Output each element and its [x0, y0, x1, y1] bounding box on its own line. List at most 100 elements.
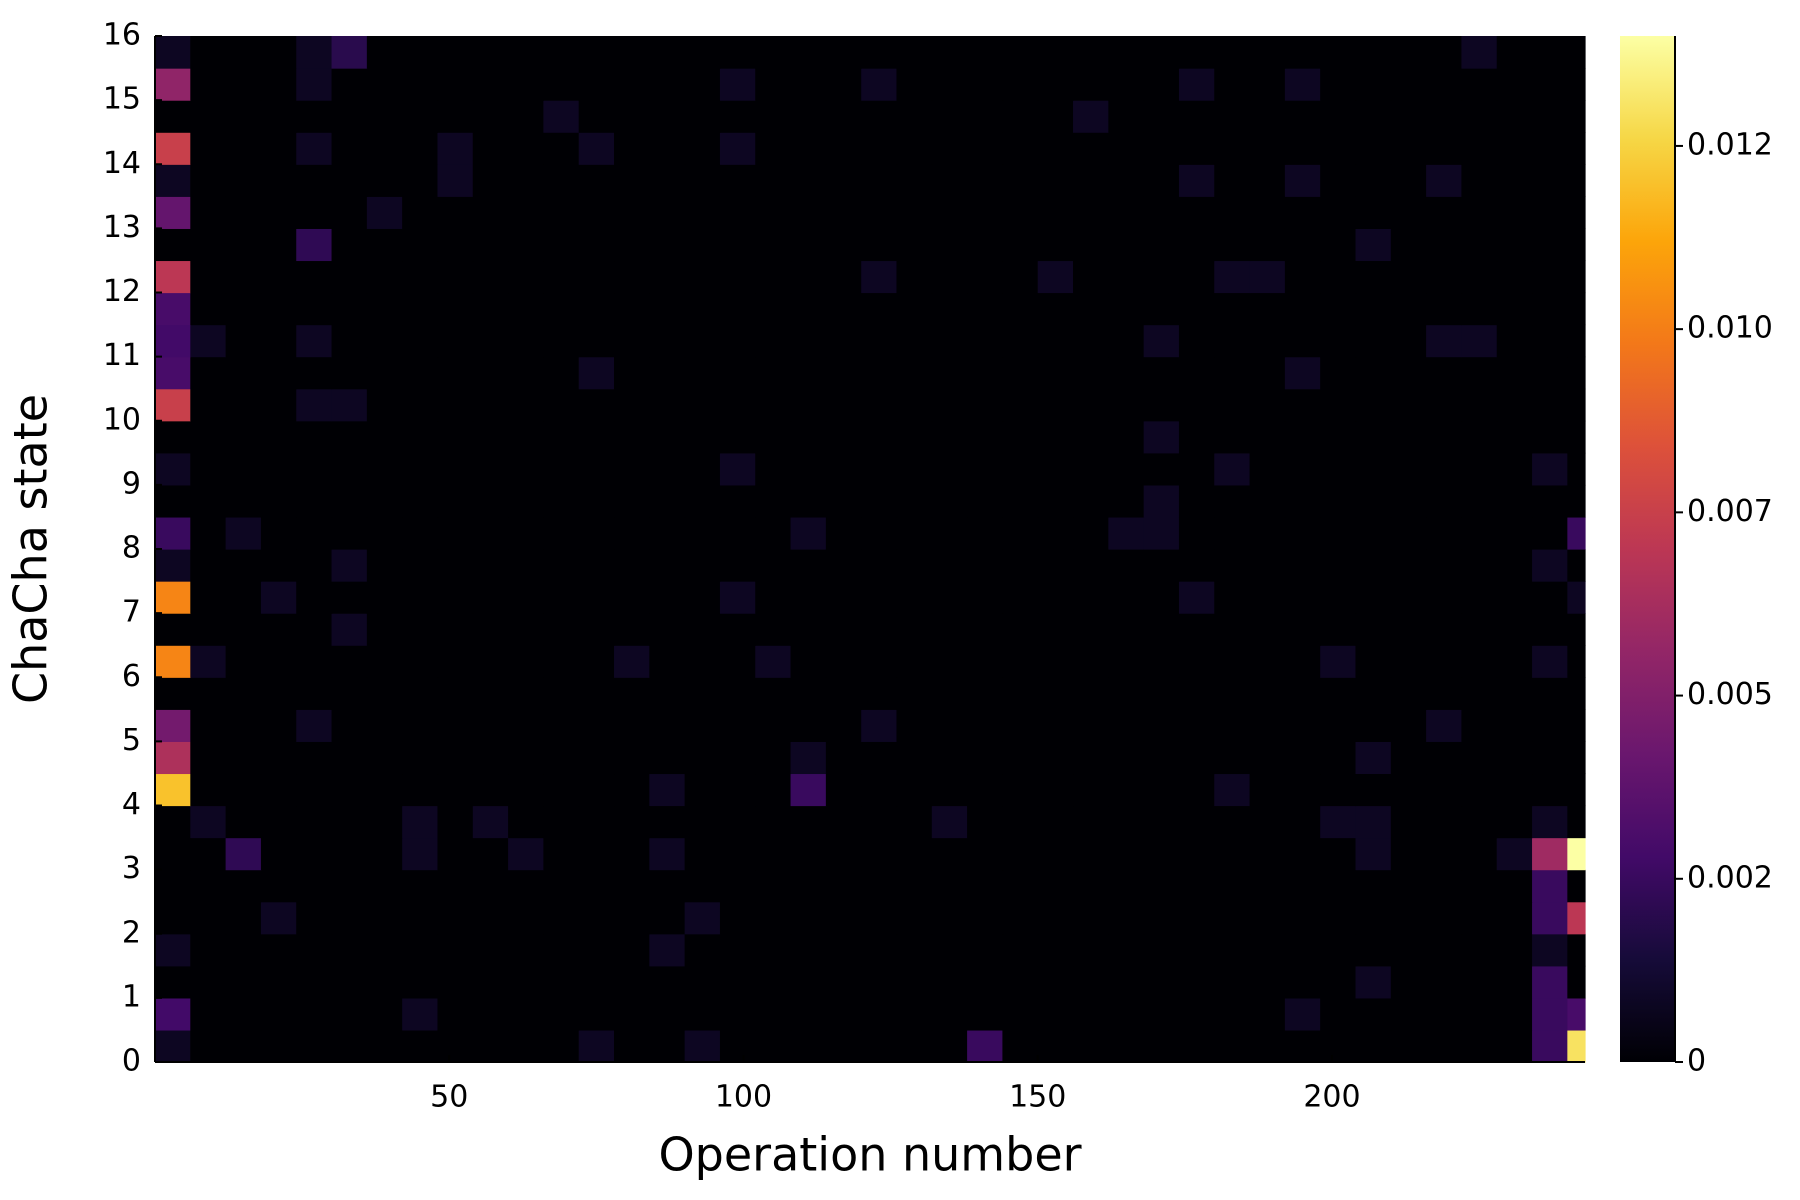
heatmap-cell	[649, 132, 686, 165]
y-tick-label: 7	[122, 595, 141, 630]
heatmap-cell	[1532, 773, 1568, 807]
heatmap-cell	[931, 324, 968, 358]
heatmap-cell	[260, 36, 297, 69]
heatmap-cell	[825, 677, 862, 710]
heatmap-cell	[1249, 1029, 1286, 1063]
heatmap-cell	[472, 452, 509, 486]
heatmap-cell	[331, 837, 368, 871]
heatmap-cell	[225, 933, 262, 967]
heatmap-cell	[1355, 933, 1392, 967]
heatmap-cell	[1143, 677, 1180, 710]
heatmap-cell	[1426, 997, 1463, 1031]
heatmap-cell	[543, 324, 580, 358]
heatmap-cell	[1532, 549, 1568, 582]
heatmap-cell	[472, 292, 509, 326]
heatmap-cell	[402, 837, 439, 871]
heatmap-cell	[1284, 484, 1321, 518]
heatmap-cell	[1567, 260, 1586, 294]
heatmap-cell	[1073, 36, 1109, 69]
heatmap-cell	[1461, 869, 1498, 903]
heatmap-cell	[1461, 997, 1498, 1031]
heatmap-cell	[1390, 420, 1427, 454]
heatmap-cell	[755, 228, 792, 262]
heatmap-cell	[472, 228, 509, 262]
heatmap-cell	[1390, 68, 1427, 101]
heatmap-cell	[1037, 677, 1074, 710]
heatmap-cell	[508, 420, 544, 454]
heatmap-cell	[861, 68, 898, 101]
heatmap-cell	[1178, 388, 1215, 422]
heatmap-cell	[1002, 420, 1039, 454]
heatmap-cell	[614, 388, 650, 422]
heatmap-cell	[1567, 388, 1586, 422]
heatmap-cell	[225, 837, 262, 871]
heatmap-cell	[190, 1029, 227, 1063]
heatmap-cell	[1567, 901, 1586, 935]
heatmap-cell	[296, 805, 333, 839]
heatmap-cell	[1320, 741, 1357, 775]
heatmap-cell	[260, 709, 297, 742]
heatmap-cell	[931, 677, 968, 710]
heatmap-cell	[296, 549, 333, 582]
heatmap-cell	[1002, 581, 1039, 614]
heatmap-cell	[296, 68, 333, 101]
heatmap-cell	[614, 901, 650, 935]
heatmap-cell	[1108, 292, 1145, 326]
heatmap-cell	[225, 164, 262, 197]
heatmap-cell	[366, 164, 403, 197]
heatmap-cell	[719, 324, 756, 358]
heatmap-cell	[1037, 324, 1074, 358]
heatmap-cell	[825, 164, 862, 197]
heatmap-cell	[1002, 388, 1039, 422]
heatmap-cell	[508, 324, 544, 358]
heatmap-cell	[437, 484, 474, 518]
heatmap-cell	[931, 388, 968, 422]
heatmap-cell	[1320, 805, 1357, 839]
heatmap-cell	[331, 164, 368, 197]
heatmap-cell	[225, 228, 262, 262]
heatmap-cell	[649, 901, 686, 935]
heatmap-cell	[755, 324, 792, 358]
heatmap-cell	[1249, 324, 1286, 358]
heatmap-cell	[1532, 196, 1568, 229]
heatmap-cell	[1002, 100, 1039, 133]
heatmap-cell	[825, 773, 862, 807]
y-tick-label: 9	[122, 466, 141, 501]
heatmap-cell	[296, 869, 333, 903]
heatmap-cell	[1214, 613, 1251, 646]
heatmap-cell	[1461, 516, 1498, 550]
heatmap-cell	[331, 324, 368, 358]
heatmap-cell	[402, 68, 439, 101]
heatmap-cell	[155, 1029, 191, 1063]
heatmap-cell	[296, 292, 333, 326]
heatmap-cell	[1037, 132, 1074, 165]
heatmap-cell	[578, 516, 615, 550]
heatmap-cell	[825, 709, 862, 742]
heatmap-cell	[790, 965, 827, 999]
heatmap-cell	[967, 645, 1004, 678]
heatmap-cell	[260, 356, 297, 390]
heatmap-cell	[155, 356, 191, 390]
heatmap-cell	[931, 36, 968, 69]
heatmap-cell	[825, 549, 862, 582]
heatmap-cell	[1567, 100, 1586, 133]
heatmap-cell	[1178, 420, 1215, 454]
heatmap-cell	[931, 869, 968, 903]
heatmap-cell	[1496, 292, 1533, 326]
heatmap-cell	[614, 933, 650, 967]
heatmap-cell	[1178, 516, 1215, 550]
heatmap-cell	[1249, 933, 1286, 967]
heatmap-cell	[1426, 228, 1463, 262]
heatmap-cell	[1037, 260, 1074, 294]
colorbar-tick-label: 0.010	[1687, 311, 1773, 346]
heatmap-cell	[1249, 100, 1286, 133]
heatmap-cell	[543, 805, 580, 839]
heatmap-cell	[1567, 1029, 1586, 1063]
heatmap-cell	[437, 933, 474, 967]
heatmap-cell	[331, 645, 368, 678]
heatmap-cell	[1073, 677, 1109, 710]
heatmap-cell	[296, 164, 333, 197]
heatmap-cell	[1461, 773, 1498, 807]
heatmap-cell	[1178, 100, 1215, 133]
